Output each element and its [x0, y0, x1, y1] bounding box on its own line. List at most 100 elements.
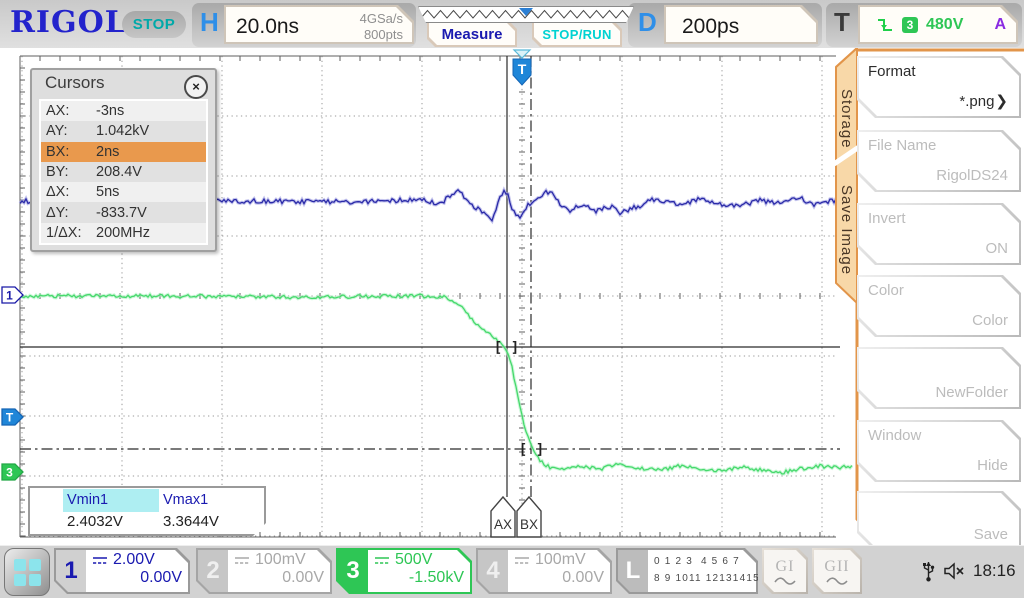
- sine-wave-icon: [825, 576, 849, 585]
- cursors-panel-title: Cursors: [45, 73, 105, 92]
- trace-ch3-green-halo: [18, 291, 854, 477]
- menu-item-invert[interactable]: Invert ON: [857, 203, 1021, 265]
- channel-4-tab[interactable]: 4 100mV 0.00V: [476, 548, 612, 594]
- channel-3-tab[interactable]: 3 500V -1.50kV: [336, 548, 472, 594]
- measurement-vmax-value: 3.3644V: [163, 513, 219, 530]
- trace-ch3-green: [19, 293, 853, 475]
- svg-text:[: [: [494, 340, 502, 356]
- cursor-row-dx: ΔX: 5ns: [41, 182, 206, 203]
- clock: 18:16: [973, 561, 1016, 580]
- generator-1-label: GI: [775, 557, 795, 575]
- measure-button[interactable]: Measure: [427, 21, 517, 47]
- tab-save-image[interactable]: Save Image: [838, 184, 855, 276]
- channel-1-tab[interactable]: 1 2.00V 0.00V: [54, 548, 190, 594]
- generator-1-button[interactable]: GI: [762, 548, 808, 594]
- menu-item-window[interactable]: Window Hide: [857, 420, 1021, 482]
- trigger-sweep-mode: A: [994, 16, 1006, 33]
- dc-coupling-icon: [92, 555, 108, 566]
- menu-item-file-name[interactable]: File Name RigolDS24: [857, 130, 1021, 192]
- falling-edge-icon: [876, 17, 894, 33]
- svg-text:3: 3: [6, 466, 13, 480]
- left-marker-t[interactable]: [1, 408, 24, 426]
- svg-text:[: [: [519, 442, 527, 458]
- generator-2-label: GII: [824, 557, 850, 575]
- cursor-row-ax: AX: -3ns: [41, 101, 206, 122]
- menu-item-save[interactable]: Save: [857, 491, 1021, 551]
- delay-label: D: [638, 7, 657, 37]
- timebase-value: 20.0ns: [236, 15, 300, 38]
- measurement-panel: Vmin1 Vmax1 2.4032V 3.3644V: [28, 486, 266, 536]
- channel-3-scale: 500V: [395, 551, 433, 568]
- delay-box[interactable]: 200ps: [664, 5, 818, 44]
- measurement-vmax-label[interactable]: Vmax1: [163, 492, 209, 508]
- svg-text:1: 1: [6, 289, 13, 303]
- dc-coupling-icon: [234, 555, 250, 566]
- svg-text:BX: BX: [520, 517, 538, 532]
- channel-3-offset: -1.50kV: [408, 569, 464, 586]
- stop-run-button[interactable]: STOP/RUN: [532, 21, 622, 47]
- timebase-box[interactable]: 20.0ns 4GSa/s 800pts: [224, 5, 414, 44]
- channel-1-scale: 2.00V: [113, 551, 155, 568]
- cursor-bx-flag[interactable]: [516, 495, 542, 538]
- close-icon[interactable]: ×: [184, 75, 208, 99]
- rigol-logo: RIGOL: [10, 5, 127, 40]
- dc-coupling-icon: [514, 555, 530, 566]
- cursor-readouts: AX: -3ns AY: 1.042kV BX: 2ns BY: 208.4V ΔX: 5…: [39, 99, 208, 245]
- speaker-muted-icon: [944, 562, 964, 580]
- tab-storage[interactable]: Storage: [838, 89, 855, 149]
- cursor-row-inv-dx: 1/ΔX: 200MHz: [41, 222, 206, 244]
- trigger-position-marker[interactable]: [512, 58, 532, 86]
- horizontal-label: H: [200, 7, 219, 37]
- logic-channels-tab[interactable]: L 0 1 2 3 4 5 6 7 8 9 1011 12131415: [616, 548, 758, 594]
- channel-1-offset: 0.00V: [140, 569, 182, 586]
- channel-4-offset: 0.00V: [562, 569, 604, 586]
- cursors-panel[interactable]: Cursors × AX: -3ns AY: 1.042kV BX: 2ns BY: 2…: [30, 68, 217, 252]
- sine-wave-icon: [773, 576, 797, 585]
- sample-rate: 4GSa/s: [359, 11, 403, 26]
- menu-item-new-folder[interactable]: NewFolder: [857, 347, 1021, 409]
- stop-run-button-label: STOP/RUN: [542, 26, 612, 42]
- measurement-vmin-value: 2.4032V: [67, 513, 123, 530]
- channel-2-offset: 0.00V: [282, 569, 324, 586]
- menu-item-color[interactable]: Color Color: [857, 275, 1021, 337]
- cursor-row-ay: AY: 1.042kV: [41, 121, 206, 142]
- logic-row-1: 0 1 2 3 4 5 6 7: [654, 556, 740, 567]
- svg-text:T: T: [518, 61, 527, 77]
- logic-row-2: 8 9 1011 12131415: [654, 573, 760, 584]
- svg-text:AX: AX: [494, 517, 512, 532]
- measure-button-label: Measure: [441, 25, 503, 43]
- bottom-bar: 1 2.00V 0.00V 2 100mV 0.00V 3 500V -1.50…: [0, 545, 1024, 598]
- memory-waveform-icon: [419, 7, 633, 22]
- trigger-source-badge: 3: [902, 17, 918, 33]
- generator-2-button[interactable]: GII: [812, 548, 862, 594]
- measurement-vmin-label[interactable]: Vmin1: [63, 489, 159, 512]
- usb-icon: [923, 562, 935, 582]
- trigger-position-pointer: [512, 49, 532, 59]
- memory-depth: 800pts: [363, 27, 403, 42]
- left-marker-3[interactable]: [1, 463, 24, 481]
- trigger-box[interactable]: 3 480V A: [858, 5, 1018, 44]
- delay-value: 200ps: [682, 15, 740, 38]
- dc-coupling-icon: [374, 555, 390, 566]
- menu-item-format[interactable]: Format *.png❯: [857, 56, 1021, 118]
- cursor-row-by: BY: 208.4V: [41, 161, 206, 183]
- svg-text:]: ]: [536, 442, 544, 458]
- menu-grid-button[interactable]: [4, 548, 50, 596]
- status-area: 18:16: [922, 560, 1016, 582]
- svg-text:]: ]: [511, 340, 519, 356]
- run-state-badge: STOP: [122, 11, 186, 38]
- left-marker-1[interactable]: [1, 286, 24, 304]
- channel-2-tab[interactable]: 2 100mV 0.00V: [196, 548, 332, 594]
- channel-4-scale: 100mV: [535, 551, 586, 568]
- grid-icon: [13, 558, 41, 586]
- cursor-row-dy: ΔY: -833.7V: [41, 202, 206, 223]
- cursor-ax-flag[interactable]: [490, 495, 516, 538]
- trigger-label: T: [834, 7, 850, 37]
- channel-2-scale: 100mV: [255, 551, 306, 568]
- svg-text:T: T: [6, 411, 14, 425]
- memory-position-bar[interactable]: [418, 6, 634, 23]
- cursor-row-bx: BX: 2ns: [41, 141, 206, 162]
- trigger-level-value: 480V: [926, 15, 964, 33]
- chevron-right-icon: ❯: [995, 92, 1008, 110]
